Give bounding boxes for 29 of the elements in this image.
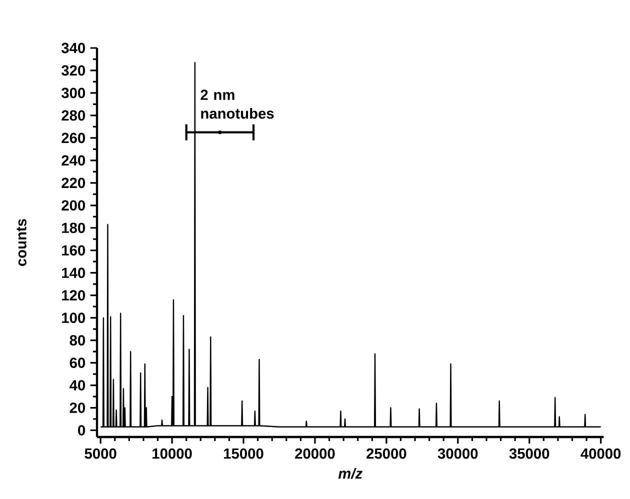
x-tick-label: 10000	[152, 448, 192, 459]
y-tick-label: 40	[70, 380, 86, 390]
x-tick-label: 5000	[84, 448, 116, 459]
y-tick-label: 340	[61, 42, 86, 54]
x-tick-label: 25000	[366, 448, 406, 459]
y-tick-label: 0	[78, 425, 86, 436]
y-tick-label: 200	[62, 200, 86, 211]
y-tick-label: 60	[70, 358, 86, 368]
y-tick-label: 260	[62, 132, 86, 144]
y-tick-label: 80	[70, 335, 86, 346]
x-tick-label: 40000	[580, 448, 621, 459]
x-axis-title: m/z	[338, 468, 362, 479]
y-tick-label: 300	[61, 88, 86, 98]
x-tick-label: 15000	[224, 448, 264, 459]
y-tick-label: 320	[61, 65, 86, 76]
y-tick-label: 120	[62, 290, 86, 301]
annotation: 2 nm nanotubes	[200, 90, 274, 119]
y-tick-label: 160	[62, 245, 86, 256]
y-tick-label: 140	[62, 268, 86, 278]
y-tick-label: 220	[62, 178, 86, 188]
y-tick-label: 20	[70, 402, 86, 413]
y-tick-label: 100	[62, 312, 86, 324]
y-tick-label: 180	[62, 222, 86, 234]
y-tick-label: 240	[62, 155, 86, 166]
y-tick-label: 280	[62, 110, 86, 121]
x-tick-label: 20000	[295, 448, 335, 459]
y-axis-title: counts	[16, 219, 26, 266]
x-tick-label: 30000	[438, 448, 478, 459]
x-tick-label: 35000	[509, 448, 550, 459]
